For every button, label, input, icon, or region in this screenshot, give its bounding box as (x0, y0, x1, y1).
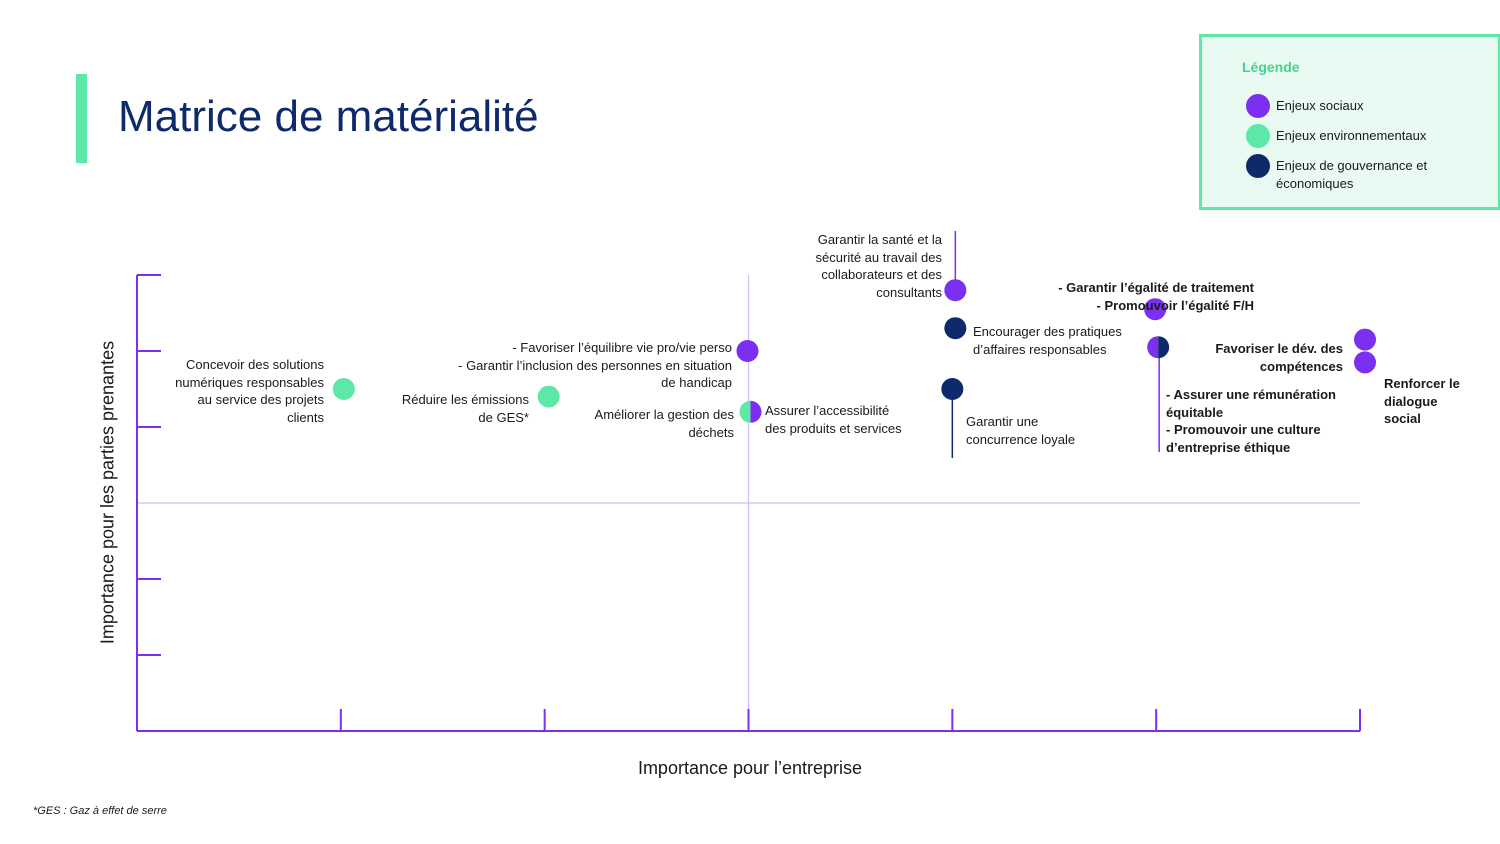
point-4-left-half (739, 400, 751, 423)
point-label-4b: Assurer l’accessibilité des produits et … (765, 403, 902, 436)
legend-item-social: Enjeux sociaux (1246, 94, 1364, 118)
point-11 (1354, 351, 1376, 374)
legend-title: Légende (1242, 59, 1300, 75)
point-label-6: Encourager des pratiques d’affaires resp… (973, 324, 1122, 357)
point-label-1: Concevoir des solutions numériques respo… (175, 357, 324, 425)
page-title: Matrice de matérialité (118, 92, 539, 141)
point-9-right-half (1158, 336, 1170, 359)
point-label-4a: Améliorer la gestion des déchets (594, 407, 734, 440)
legend-label-env: Enjeux environnementaux (1276, 128, 1427, 143)
point-label-3: - Favoriser l’équilibre vie pro/vie pers… (458, 340, 732, 390)
social-dot-icon (1246, 94, 1270, 118)
point-label-5: Garantir la santé et la sécurité au trav… (815, 232, 942, 300)
legend-item-env: Enjeux environnementaux (1246, 124, 1427, 148)
y-axis-label: Importance pour les parties prenantes (97, 340, 118, 645)
point-1 (332, 378, 355, 400)
point-7 (941, 378, 964, 400)
point-label-10: Favoriser le dév. des compétences (1215, 341, 1343, 374)
point-4-right-half (750, 400, 762, 423)
point-9-left-half (1147, 336, 1159, 359)
legend-label-gov: Enjeux de gouvernance et économiques (1276, 158, 1428, 191)
point-3 (736, 340, 759, 362)
point-label-8: - Garantir l’égalité de traitement - Pro… (1058, 280, 1254, 313)
point-2 (537, 385, 560, 408)
point-label-11: Renforcer le dialogue social (1384, 376, 1460, 426)
gov-dot-icon (1246, 154, 1270, 178)
point-6 (944, 317, 967, 340)
env-dot-icon (1246, 124, 1270, 148)
point-label-7: Garantir une concurrence loyale (966, 414, 1076, 447)
point-10 (1354, 328, 1376, 351)
footnote: *GES : Gaz à effet de serre (33, 805, 167, 817)
title-accent-bar (76, 74, 87, 163)
x-axis-label: Importance pour l’entreprise (637, 758, 863, 778)
point-label-9: - Assurer une rémunération équitable - P… (1166, 387, 1337, 455)
point-5 (944, 279, 967, 302)
legend-item-gov: Enjeux de gouvernance et économiques (1246, 154, 1428, 193)
legend-label-social: Enjeux sociaux (1276, 98, 1364, 113)
legend: Légende Enjeux sociaux Enjeux environnem… (1199, 34, 1500, 210)
point-8 (1144, 298, 1167, 321)
point-label-2: Réduire les émissions de GES* (401, 392, 529, 425)
